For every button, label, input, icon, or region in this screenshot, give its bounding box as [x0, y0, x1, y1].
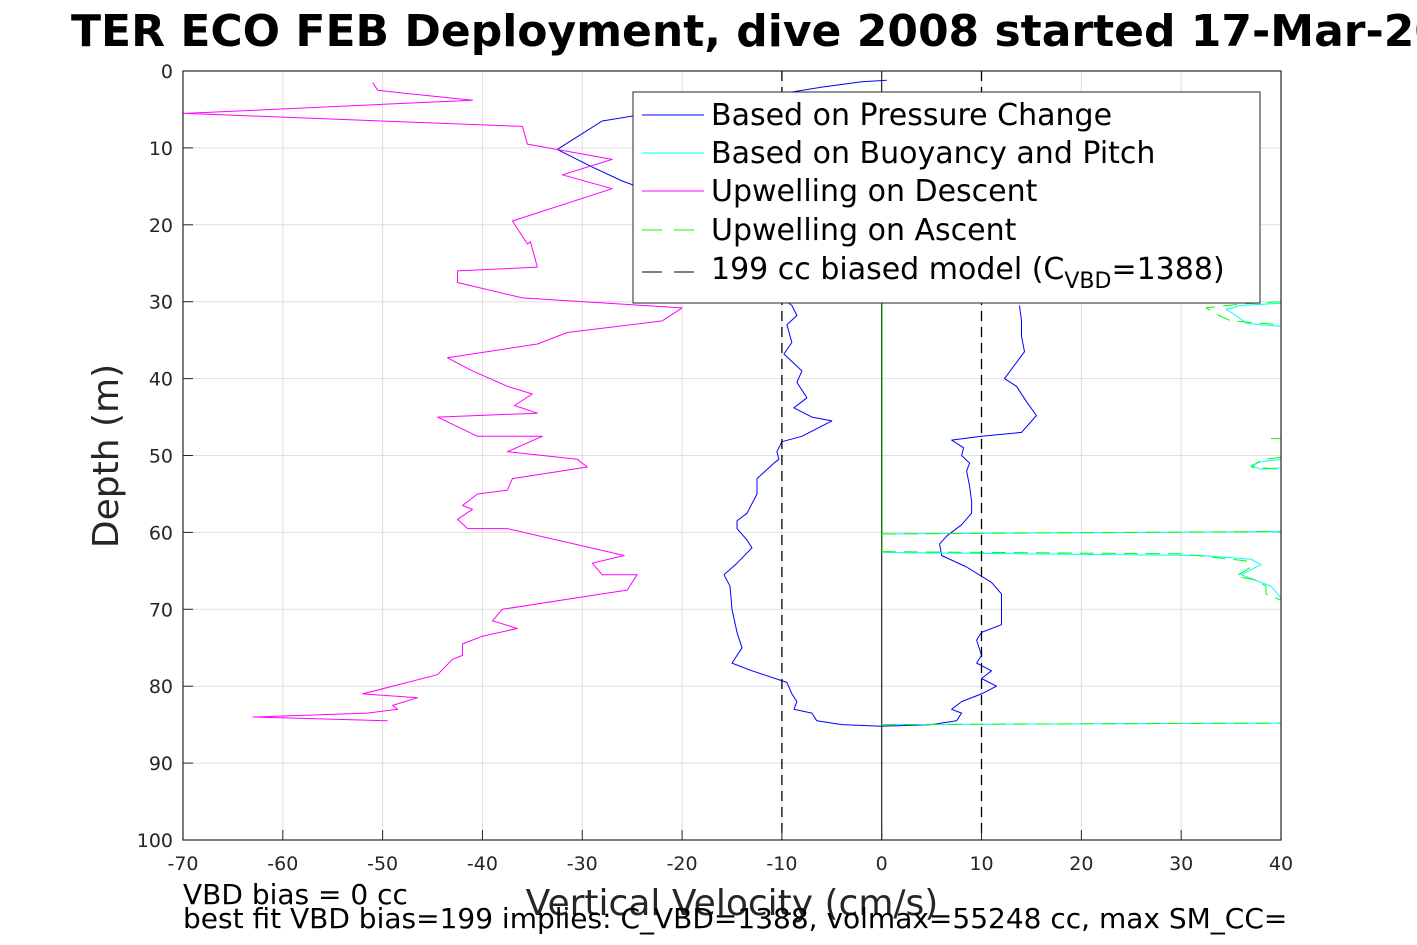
legend-label-buoyancy: Based on Buoyancy and Pitch — [711, 136, 1155, 171]
x-tick-label: 30 — [1169, 853, 1193, 875]
y-tick-label: 60 — [149, 522, 173, 544]
x-tick-label: -70 — [167, 853, 198, 875]
chart-title: TER ECO FEB Deployment, dive 2008 starte… — [71, 6, 1417, 57]
series-line-upwelling-on-ascent — [881, 722, 1282, 726]
x-axis-label: Vertical Velocity (cm/s) — [526, 883, 939, 924]
legend-label-model-sub: VBD — [1064, 269, 1111, 294]
legend-label-descent: Upwelling on Descent — [711, 174, 1038, 209]
x-tick-label: -30 — [567, 853, 598, 875]
x-tick-label: -60 — [267, 853, 298, 875]
x-tick-label: -50 — [367, 853, 398, 875]
x-tick-label: -20 — [667, 853, 698, 875]
x-tick-label: -40 — [467, 853, 498, 875]
series-line-based-on-buoyancy-and-pitch — [1250, 458, 1282, 470]
series-line-upwelling-on-ascent — [881, 551, 1282, 601]
series-line-upwelling-on-ascent — [1205, 301, 1282, 326]
series-line-based-on-buoyancy-and-pitch — [881, 551, 1282, 599]
legend: Based on Pressure Change Based on Buoyan… — [632, 91, 1261, 304]
x-tick-label: 10 — [969, 853, 993, 875]
y-tick-label: 30 — [149, 292, 173, 314]
y-tick-label: 20 — [149, 215, 173, 237]
y-tick-label: 0 — [161, 61, 173, 83]
legend-label-model-tail: =1388) — [1111, 252, 1224, 287]
y-tick-label: 50 — [149, 446, 173, 468]
y-axis-ticks: 0 10 20 30 40 50 60 70 80 90 100 — [137, 61, 193, 852]
series-line-based-on-pressure-change — [556, 79, 1037, 727]
legend-label-model-main: 199 cc biased model (C — [711, 252, 1064, 287]
y-tick-label: 90 — [149, 753, 173, 775]
vbd-bias-note: VBD bias = 0 cc — [183, 878, 408, 911]
legend-box — [632, 91, 1261, 304]
x-tick-label: 40 — [1269, 853, 1293, 875]
x-tick-label: 0 — [876, 853, 888, 875]
legend-label-pressure: Based on Pressure Change — [711, 98, 1112, 133]
series-upwelling-on-descent — [182, 82, 683, 722]
series-lines — [182, 71, 1282, 840]
series-line-upwelling-on-ascent — [1250, 456, 1282, 470]
y-tick-label: 70 — [149, 599, 173, 621]
y-tick-label: 10 — [149, 138, 173, 160]
legend-label-ascent: Upwelling on Ascent — [711, 213, 1017, 248]
best-fit-note: best fit VBD bias=199 implies: C_VBD=138… — [183, 902, 1287, 935]
y-axis-label: Depth (m) — [86, 364, 127, 548]
y-tick-label: 100 — [137, 830, 173, 852]
y-tick-label: 80 — [149, 676, 173, 698]
y-tick-label: 40 — [149, 369, 173, 391]
x-axis-ticks: -70 -60 -50 -40 -30 -20 -10 0 10 20 30 40 — [167, 830, 1293, 875]
x-tick-label: 20 — [1069, 853, 1093, 875]
series-based-on-pressure-change — [556, 79, 1037, 727]
legend-label-model: 199 cc biased model (CVBD=1388) — [711, 252, 1225, 294]
series-line-based-on-buoyancy-and-pitch — [1225, 302, 1282, 327]
series-upwelling-on-ascent — [881, 301, 1282, 726]
series-line-upwelling-on-descent — [182, 82, 683, 722]
series-line-upwelling-on-ascent — [881, 531, 1282, 535]
x-tick-label: -10 — [766, 853, 797, 875]
